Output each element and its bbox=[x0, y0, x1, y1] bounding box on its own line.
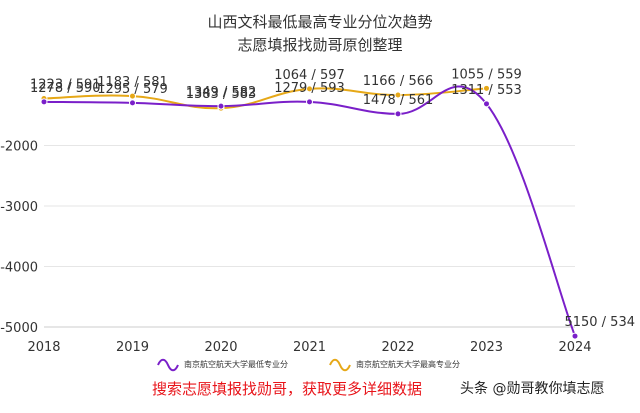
grid-lines bbox=[44, 145, 575, 328]
data-label: 1349 / 582 bbox=[186, 85, 257, 100]
data-point bbox=[483, 100, 490, 108]
data-label: 1223 / 591 bbox=[30, 77, 101, 92]
data-label: 1166 / 566 bbox=[363, 74, 434, 89]
legend-label: 南京航空航天大学最高专业分 bbox=[356, 359, 460, 369]
series-line-0 bbox=[43, 85, 576, 337]
data-label: 1383 / 583 bbox=[186, 87, 257, 102]
watermark-text: 头条 @勋哥教你填志愿 bbox=[460, 381, 605, 397]
data-label: 1311 / 553 bbox=[451, 83, 522, 98]
data-point bbox=[394, 110, 402, 118]
data-label: 1478 / 561 bbox=[363, 93, 434, 108]
x-tick-label: 2019 bbox=[116, 340, 149, 355]
data-point bbox=[129, 92, 136, 100]
x-tick-label: 2020 bbox=[204, 340, 237, 355]
footer: 搜索志愿填报找勋哥，获取更多详细数据 头条 @勋哥教你填志愿 bbox=[0, 378, 640, 404]
data-point bbox=[306, 85, 313, 93]
y-axis-ticks: -2000 -3000 -4000 -5000 bbox=[0, 140, 38, 337]
data-point bbox=[217, 102, 225, 110]
y-tick-label: -2000 bbox=[0, 140, 38, 155]
data-label: 1064 / 597 bbox=[274, 68, 345, 83]
data-label: 1278 / 590 bbox=[30, 81, 101, 96]
data-label: 5150 / 534 bbox=[564, 315, 635, 330]
chart-title-line1: 山西文科最低最高专业分位次趋势 bbox=[207, 13, 432, 31]
series-line-1 bbox=[43, 87, 487, 110]
data-point bbox=[129, 99, 136, 107]
series-lines bbox=[43, 85, 576, 337]
data-label: 1295 / 579 bbox=[97, 82, 168, 97]
chart-title-line2: 志愿填报找勋哥原创整理 bbox=[237, 36, 402, 54]
data-point bbox=[394, 91, 402, 99]
x-tick-label: 2024 bbox=[558, 340, 591, 355]
legend-swatch bbox=[157, 358, 179, 372]
x-tick-label: 2023 bbox=[470, 340, 503, 355]
legend[interactable]: 南京航空航天大学最低专业分 南京航空航天大学最高专业分 bbox=[157, 358, 460, 372]
legend-swatch bbox=[329, 358, 351, 372]
data-point bbox=[483, 84, 490, 92]
x-tick-label: 2022 bbox=[381, 340, 414, 355]
y-tick-label: -5000 bbox=[0, 321, 38, 336]
y-tick-label: -4000 bbox=[0, 261, 38, 276]
y-tick-label: -3000 bbox=[0, 200, 38, 215]
x-tick-label: 2021 bbox=[293, 340, 326, 355]
data-label: 1279 / 593 bbox=[274, 81, 345, 96]
x-axis-ticks: 2018 2019 2020 2021 2022 2023 2024 bbox=[27, 340, 591, 355]
data-point bbox=[571, 332, 579, 340]
x-tick-label: 2018 bbox=[27, 340, 60, 355]
data-label: 1055 / 559 bbox=[451, 67, 522, 82]
legend-label: 南京航空航天大学最低专业分 bbox=[184, 359, 288, 369]
series-points bbox=[40, 84, 579, 340]
data-point bbox=[40, 98, 48, 106]
data-point bbox=[306, 98, 313, 106]
promo-text: 搜索志愿填报找勋哥，获取更多详细数据 bbox=[152, 380, 423, 398]
data-label: 1183 / 581 bbox=[97, 75, 168, 90]
